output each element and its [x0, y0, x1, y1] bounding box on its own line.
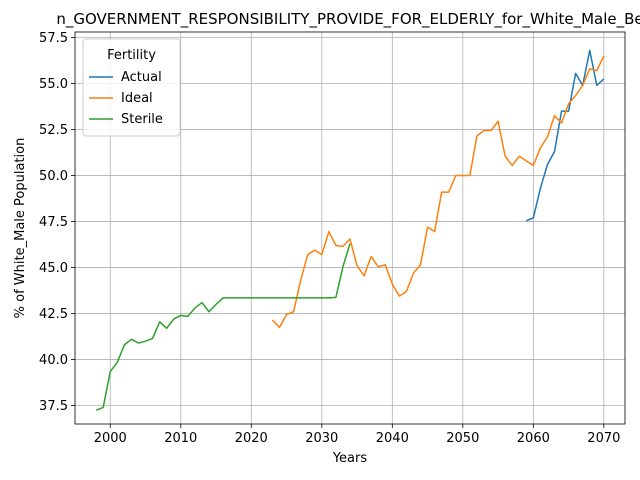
y-tick-label: 40.0 [39, 353, 68, 368]
x-tick-label: 2040 [376, 431, 409, 446]
y-tick-label: 55.0 [39, 77, 68, 92]
y-tick-label: 50.0 [39, 169, 68, 184]
x-axis-label: Years [332, 451, 368, 466]
series-line-sterile [95, 243, 351, 411]
series-line-ideal [271, 55, 605, 329]
y-axis-ticks: 37.5 40.0 42.5 45.0 47.5 50.0 52.5 55.0 57.5 [39, 31, 75, 414]
chart-title: n_GOVERNMENT_RESPONSIBILITY_PROVIDE_FOR_… [56, 10, 640, 29]
legend-label-ideal: Ideal [121, 91, 153, 106]
x-tick-label: 2000 [94, 431, 127, 446]
legend-label-actual: Actual [121, 70, 162, 85]
y-tick-label: 42.5 [39, 307, 68, 322]
y-tick-label: 45.0 [39, 261, 68, 276]
x-tick-label: 2020 [235, 431, 268, 446]
x-tick-label: 2070 [587, 431, 620, 446]
plot-frame [74, 31, 626, 425]
axes-frame [74, 31, 626, 425]
series-line-actual [526, 49, 605, 222]
x-axis-ticks: 2000 2010 2020 2030 2040 2050 2060 2070 [94, 424, 620, 446]
series-lines [95, 49, 605, 411]
y-axis-label: % of White_Male Population [13, 138, 28, 319]
legend-box [82, 38, 181, 137]
y-tick-label: 57.5 [39, 31, 68, 46]
x-tick-label: 2030 [305, 431, 338, 446]
x-tick-label: 2010 [164, 431, 197, 446]
x-tick-label: 2060 [517, 431, 550, 446]
y-tick-label: 52.5 [39, 123, 68, 138]
legend-title: Fertility [107, 48, 156, 63]
grid-lines [75, 32, 625, 424]
y-tick-label: 47.5 [39, 215, 68, 230]
x-tick-label: 2050 [446, 431, 479, 446]
legend-label-sterile: Sterile [121, 112, 163, 127]
legend: Fertility Actual Ideal Sterile [82, 38, 181, 137]
y-tick-label: 37.5 [39, 399, 68, 414]
